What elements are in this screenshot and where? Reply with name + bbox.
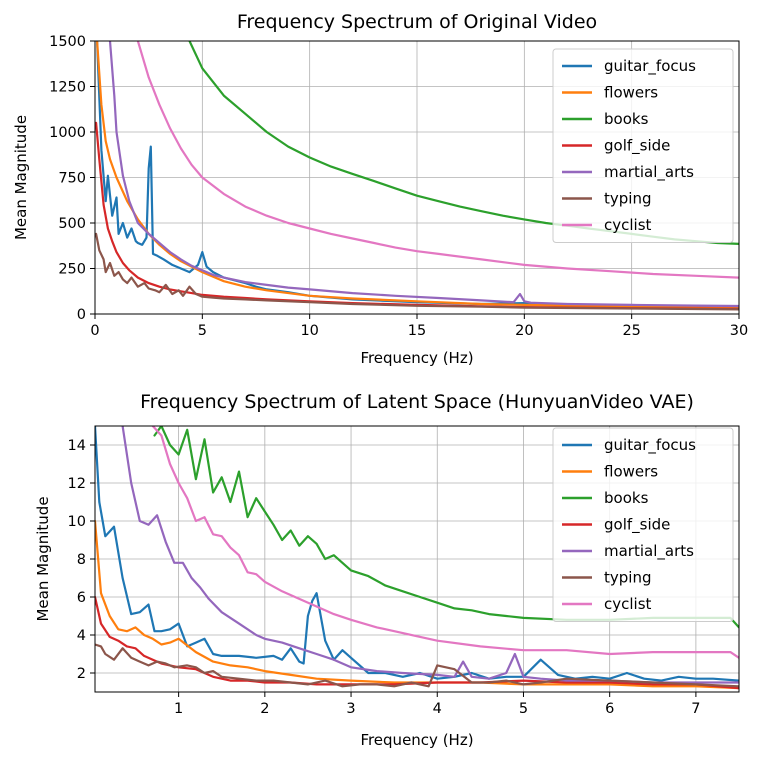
legend-label-guitar-focus: guitar_focus [604, 436, 696, 455]
y-tick-label: 1250 [49, 80, 86, 96]
y-tick-label: 14 [68, 438, 86, 454]
y-tick-label: 4 [77, 628, 86, 644]
legend-label-cyclist: cyclist [604, 595, 652, 613]
x-tick-label: 20 [515, 323, 533, 339]
chart-title: Frequency Spectrum of Latent Space (Huny… [140, 391, 694, 413]
x-tick-label: 6 [605, 701, 614, 717]
legend-label-guitar-focus: guitar_focus [604, 57, 696, 76]
x-tick-label: 2 [260, 701, 269, 717]
y-tick-label: 2 [77, 666, 86, 682]
series-line-cyclist [151, 426, 739, 659]
x-tick-label: 3 [346, 701, 355, 717]
series-line-martial-arts [108, 41, 739, 308]
legend-label-flowers: flowers [604, 84, 658, 102]
legend-label-books: books [604, 489, 649, 507]
y-tick-label: 12 [68, 476, 86, 492]
y-axis-label: Mean Magnitude [12, 115, 30, 240]
x-tick-label: 5 [519, 701, 528, 717]
legend-box [552, 48, 734, 243]
y-tick-label: 500 [58, 216, 86, 232]
y-tick-label: 6 [77, 590, 86, 606]
series-line-typing [95, 232, 739, 311]
y-axis-label: Mean Magnitude [34, 496, 52, 621]
subplot-1: 0 5 10 15 20 25 30 0 250 500 750 1000 1250 1500 Freque… [12, 11, 748, 367]
series-group [95, 426, 739, 690]
legend-label-typing: typing [604, 190, 651, 208]
x-tick-label: 4 [433, 701, 442, 717]
series-line-guitar-focus [95, 426, 739, 682]
y-tick-label: 1000 [49, 125, 86, 141]
series-line-cyclist [136, 41, 739, 279]
series-line-books [153, 426, 739, 629]
series-line-typing [95, 643, 739, 688]
x-tick-label: 5 [198, 323, 207, 339]
chart-title: Frequency Spectrum of Original Video [237, 11, 597, 33]
legend-label-golf-side: golf_side [604, 137, 670, 156]
x-tick-label: 1 [174, 701, 183, 717]
x-tick-label: 7 [691, 701, 700, 717]
series-line-martial-arts [121, 426, 739, 684]
x-tick-label: 0 [90, 323, 99, 339]
legend-label-golf-side: golf_side [604, 516, 670, 535]
y-tick-label: 8 [77, 552, 86, 568]
x-tick-label: 25 [622, 323, 640, 339]
x-axis-label: Frequency (Hz) [360, 731, 473, 749]
x-tick-label: 30 [730, 323, 748, 339]
x-tick-label: 15 [408, 323, 426, 339]
legend-label-martial-arts: martial_arts [604, 542, 694, 561]
y-tick-label: 250 [58, 262, 86, 278]
legend-label-cyclist: cyclist [604, 216, 652, 234]
legend-label-books: books [604, 110, 649, 128]
series-line-flowers [95, 519, 739, 690]
y-tick-label: 0 [77, 307, 86, 323]
y-tick-label: 750 [58, 171, 86, 187]
legend-label-martial-arts: martial_arts [604, 163, 694, 182]
legend-label-typing: typing [604, 569, 651, 587]
legend-label-flowers: flowers [604, 463, 658, 481]
x-tick-label: 10 [300, 323, 318, 339]
y-tick-label: 10 [68, 514, 86, 530]
x-axis-label: Frequency (Hz) [360, 349, 473, 367]
legend-box [552, 427, 734, 622]
y-tick-label: 1500 [49, 34, 86, 50]
